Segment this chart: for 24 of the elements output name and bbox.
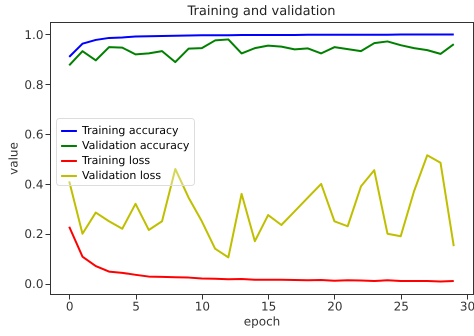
line-series [68, 33, 455, 58]
y-tick-label: 0.4 [24, 177, 44, 192]
x-tick-label: 30 [460, 300, 474, 314]
x-tick-label: 0 [66, 300, 74, 314]
legend-label: Validation loss [82, 169, 162, 182]
x-tick-label: 10 [194, 300, 210, 314]
chart-title: Training and validation [186, 4, 336, 19]
line-series [68, 154, 455, 258]
y-tick-label: 1.0 [24, 28, 44, 42]
y-tick-label: 0.8 [24, 78, 44, 92]
x-tick-label: 5 [132, 300, 140, 314]
y-axis-title: value [6, 142, 20, 175]
y-tick-label: 0.2 [24, 227, 44, 242]
x-tick-label: 15 [260, 300, 276, 314]
line-series [68, 226, 455, 283]
legend-label: Training accuracy [81, 124, 180, 137]
x-tick-label: 20 [327, 300, 343, 314]
line-series [68, 38, 455, 66]
x-axis-title: epoch [244, 314, 280, 328]
legend-label: Training loss [81, 154, 150, 167]
x-tick-label: 25 [394, 300, 409, 314]
y-tick-label: 0.0 [24, 277, 44, 292]
legend-label: Validation accuracy [82, 139, 190, 152]
y-tick-label: 0.6 [24, 128, 44, 142]
